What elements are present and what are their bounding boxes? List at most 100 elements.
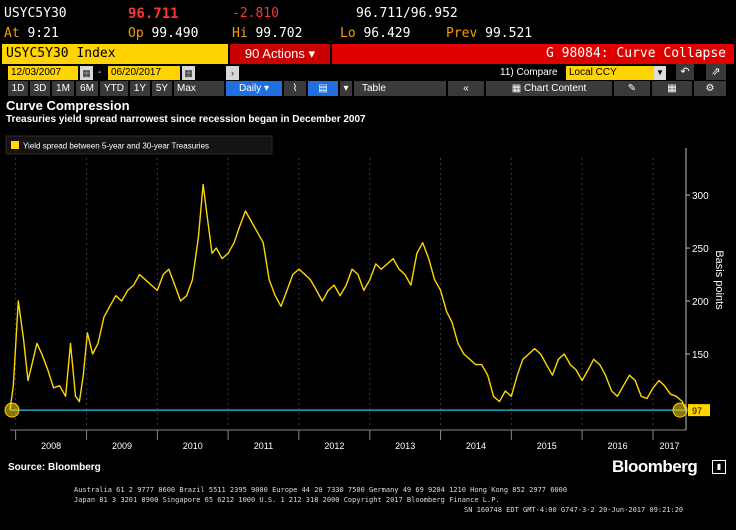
- date-separator: -: [98, 67, 102, 78]
- end-date-input[interactable]: 06/20/2017: [108, 66, 180, 80]
- period-5y-button[interactable]: 5Y: [152, 81, 172, 96]
- share-icon[interactable]: ⇗: [706, 64, 726, 80]
- legend-entry: Yield spread between 5-year and 30-year …: [23, 142, 209, 151]
- terminal-icon: ▮: [712, 460, 726, 474]
- security-field[interactable]: USYC5Y30 Index: [2, 44, 228, 64]
- chevron-down-icon[interactable]: ▾: [340, 81, 352, 96]
- line-chart-icon[interactable]: ⌇: [284, 81, 306, 96]
- footer-session-info: SN 160748 EDT GMT-4:00 G747-3-2 20-Jun-2…: [464, 506, 684, 514]
- period-1m-button[interactable]: 1M: [52, 81, 74, 96]
- start-date-input[interactable]: 12/03/2007: [8, 66, 78, 80]
- open-label: Op: [128, 26, 144, 41]
- x-tick-label: 2008: [41, 441, 61, 451]
- calendar-icon[interactable]: ▦: [80, 66, 93, 80]
- high-value: 99.702: [255, 26, 303, 41]
- actions-menu-button[interactable]: 90 Actions ▾: [230, 44, 330, 64]
- calendar-icon[interactable]: ▦: [182, 66, 195, 80]
- period-1d-button[interactable]: 1D: [8, 81, 28, 96]
- quote-header: USYC5Y30 96.711 -2.810 96.711/96.952 At …: [0, 0, 736, 44]
- function-bar: USYC5Y30 Index 90 Actions ▾ G 98084: Cur…: [0, 44, 736, 64]
- reference-group: 97: [4, 402, 710, 418]
- chart-content-label: Chart Content: [523, 83, 587, 94]
- undo-icon[interactable]: ↶: [676, 64, 694, 80]
- time-label: At: [4, 26, 20, 41]
- y-tick-label: 200: [692, 297, 709, 308]
- edit-icon[interactable]: ✎: [614, 81, 650, 96]
- legend-box: [5, 135, 273, 155]
- chevron-down-icon[interactable]: ▼: [654, 66, 666, 80]
- low-value: 96.429: [363, 26, 411, 41]
- candlestick-icon[interactable]: ▤: [308, 81, 338, 96]
- period-3d-button[interactable]: 3D: [30, 81, 50, 96]
- source-note: Source: Bloomberg: [8, 462, 101, 473]
- ticker-symbol[interactable]: USYC5Y30: [4, 6, 67, 21]
- bid-ask: 96.711/96.952: [356, 6, 458, 21]
- footer-phone-line-2: Japan 81 3 3201 8900 Singapore 65 6212 1…: [74, 496, 500, 504]
- net-change: -2.810: [232, 6, 279, 21]
- prev-value: 99.521: [485, 26, 533, 41]
- date-range-bar: 12/03/2007 ▦ - 06/20/2017 ▦ › 11) Compar…: [0, 64, 736, 81]
- chart-background: [0, 130, 736, 460]
- nav-arrow-icon[interactable]: ›: [226, 66, 239, 80]
- footer: Australia 61 2 9777 8600 Brazil 5511 239…: [0, 486, 736, 530]
- high-field: Hi 99.702: [232, 26, 302, 41]
- table-button[interactable]: Table: [354, 81, 446, 96]
- x-tick-label: 2009: [112, 441, 132, 451]
- chevron-down-icon: ▾: [263, 83, 270, 94]
- x-tick-label: 2010: [183, 441, 203, 451]
- period-6m-button[interactable]: 6M: [76, 81, 98, 96]
- compare-menu[interactable]: 11) Compare: [500, 67, 558, 78]
- last-price: 96.711: [128, 6, 179, 22]
- collapse-icon[interactable]: «: [448, 81, 484, 96]
- y-tick-label: 300: [692, 191, 709, 202]
- legend-swatch: [11, 141, 19, 149]
- prev-label: Prev: [446, 26, 478, 41]
- y-tick-label: 250: [692, 244, 709, 255]
- open-value: 99.490: [151, 26, 199, 41]
- period-1y-button[interactable]: 1Y: [130, 81, 150, 96]
- last-value-label: 97: [692, 406, 702, 416]
- chart-toolbar: 1D 3D 1M 6M YTD 1Y 5Y Max Daily ▾ ⌇ ▤ ▾ …: [0, 81, 736, 97]
- last-value-tag: [688, 404, 710, 417]
- function-title: G 98084: Curve Collapse: [332, 44, 734, 64]
- prev-field: Prev 99.521: [446, 26, 532, 41]
- period-max-button[interactable]: Max: [174, 81, 224, 96]
- high-label: Hi: [232, 26, 248, 41]
- low-label: Lo: [340, 26, 356, 41]
- period-ytd-button[interactable]: YTD: [100, 81, 128, 96]
- frequency-select[interactable]: Daily ▾: [226, 81, 282, 96]
- low-field: Lo 96.429: [340, 26, 410, 41]
- x-tick-label: 2016: [608, 441, 628, 451]
- y-axis: 150 200 250 300: [685, 148, 709, 430]
- frequency-label: Daily: [238, 83, 262, 94]
- y-axis-label: Basis points: [713, 250, 725, 310]
- start-marker: [4, 402, 20, 418]
- end-marker: [672, 402, 688, 418]
- x-tick-label: 2014: [466, 441, 486, 451]
- legend: Yield spread between 5-year and 30-year …: [5, 135, 273, 155]
- time-value: 9:21: [27, 26, 59, 41]
- settings-icon: ▦: [511, 83, 522, 94]
- line-chart: Yield spread between 5-year and 30-year …: [0, 130, 736, 460]
- chart-subtitle: Treasuries yield spread narrowest since …: [6, 114, 366, 125]
- x-tick-label: 2017: [660, 441, 680, 451]
- open-field: Op 99.490: [128, 26, 198, 41]
- x-tick-label: 2011: [254, 441, 273, 451]
- x-tick-label: 2015: [537, 441, 557, 451]
- series-line: [9, 183, 687, 411]
- series-group: [9, 183, 687, 411]
- x-tick-label: 2012: [324, 441, 344, 451]
- chevron-down-icon: ▾: [308, 46, 316, 61]
- x-tick-label: 2013: [395, 441, 415, 451]
- chart-content-button[interactable]: ▦ Chart Content: [486, 81, 612, 96]
- actions-label: 90 Actions: [244, 46, 305, 61]
- x-axis: 2008 2009 2010 2011 2012 2013 2014 2015 2016 2017: [10, 429, 686, 451]
- grid-icon[interactable]: ▦: [652, 81, 692, 96]
- bloomberg-logo: Bloomberg: [612, 457, 698, 476]
- time-field: At 9:21: [4, 26, 59, 41]
- footer-phone-line-1: Australia 61 2 9777 8600 Brazil 5511 239…: [74, 486, 568, 494]
- currency-select[interactable]: Local CCY: [566, 66, 666, 80]
- settings-icon[interactable]: ⚙: [694, 81, 726, 96]
- chart-title: Curve Compression: [6, 98, 130, 113]
- y-tick-label: 150: [692, 350, 709, 361]
